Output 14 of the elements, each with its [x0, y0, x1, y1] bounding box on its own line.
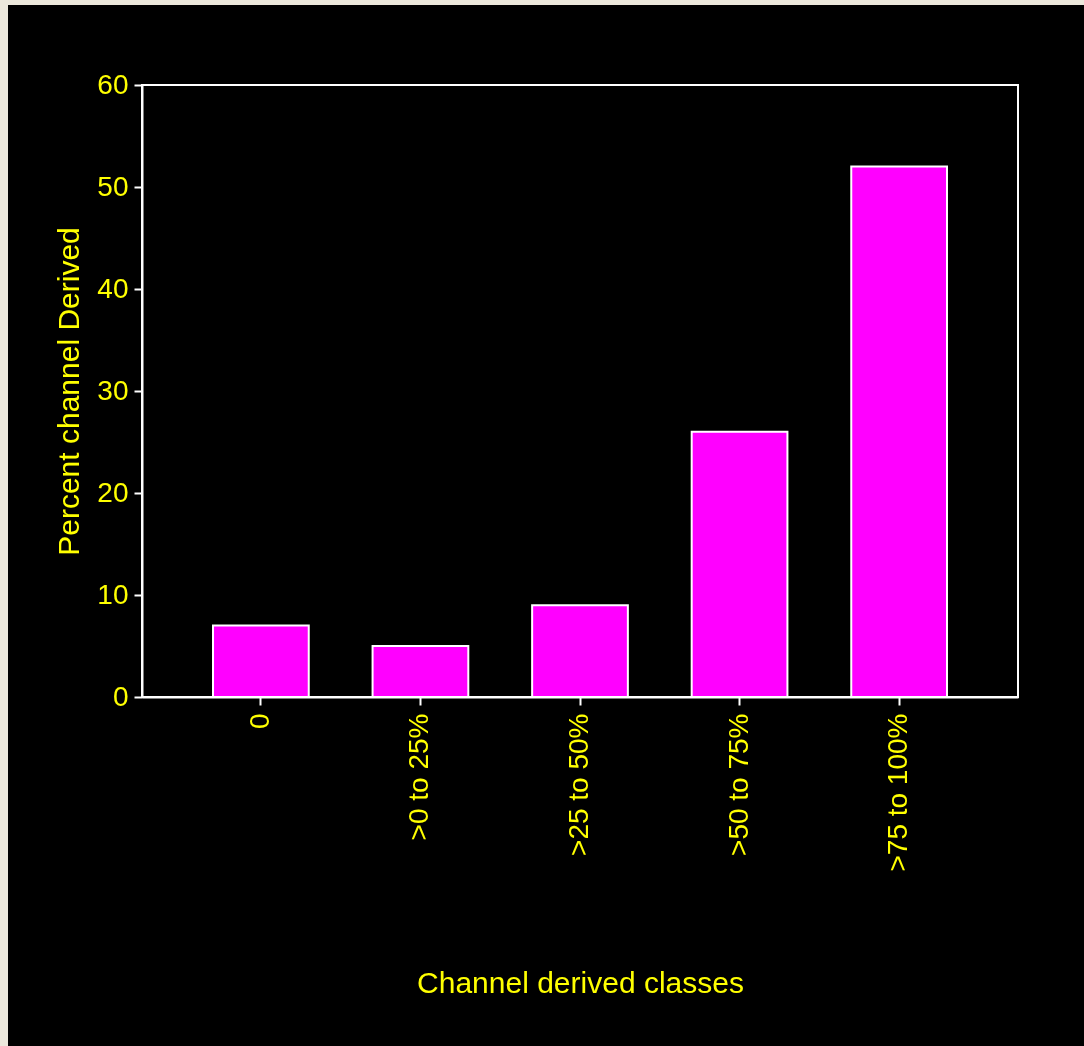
y-tick-label: 30	[97, 374, 129, 406]
y-tick-label: 40	[97, 272, 129, 304]
y-tick-label: 60	[97, 68, 129, 100]
y-tick-label: 10	[97, 578, 129, 610]
x-tick-label: 0	[243, 713, 275, 730]
y-axis-title: Percent channel Derived	[52, 227, 86, 556]
x-tick-label: >25 to 50%	[563, 713, 594, 856]
x-tick-label: >0 to 25%	[403, 713, 435, 841]
y-tick-label: 50	[97, 170, 129, 202]
x-axis-title: Channel derived classes	[417, 966, 744, 1000]
y-tick-label: 0	[112, 680, 129, 712]
x-tick-label: >75 to 100%	[882, 713, 914, 872]
y-tick-label: 20	[97, 476, 129, 508]
x-tick-label: >50 to 75%	[722, 713, 754, 856]
